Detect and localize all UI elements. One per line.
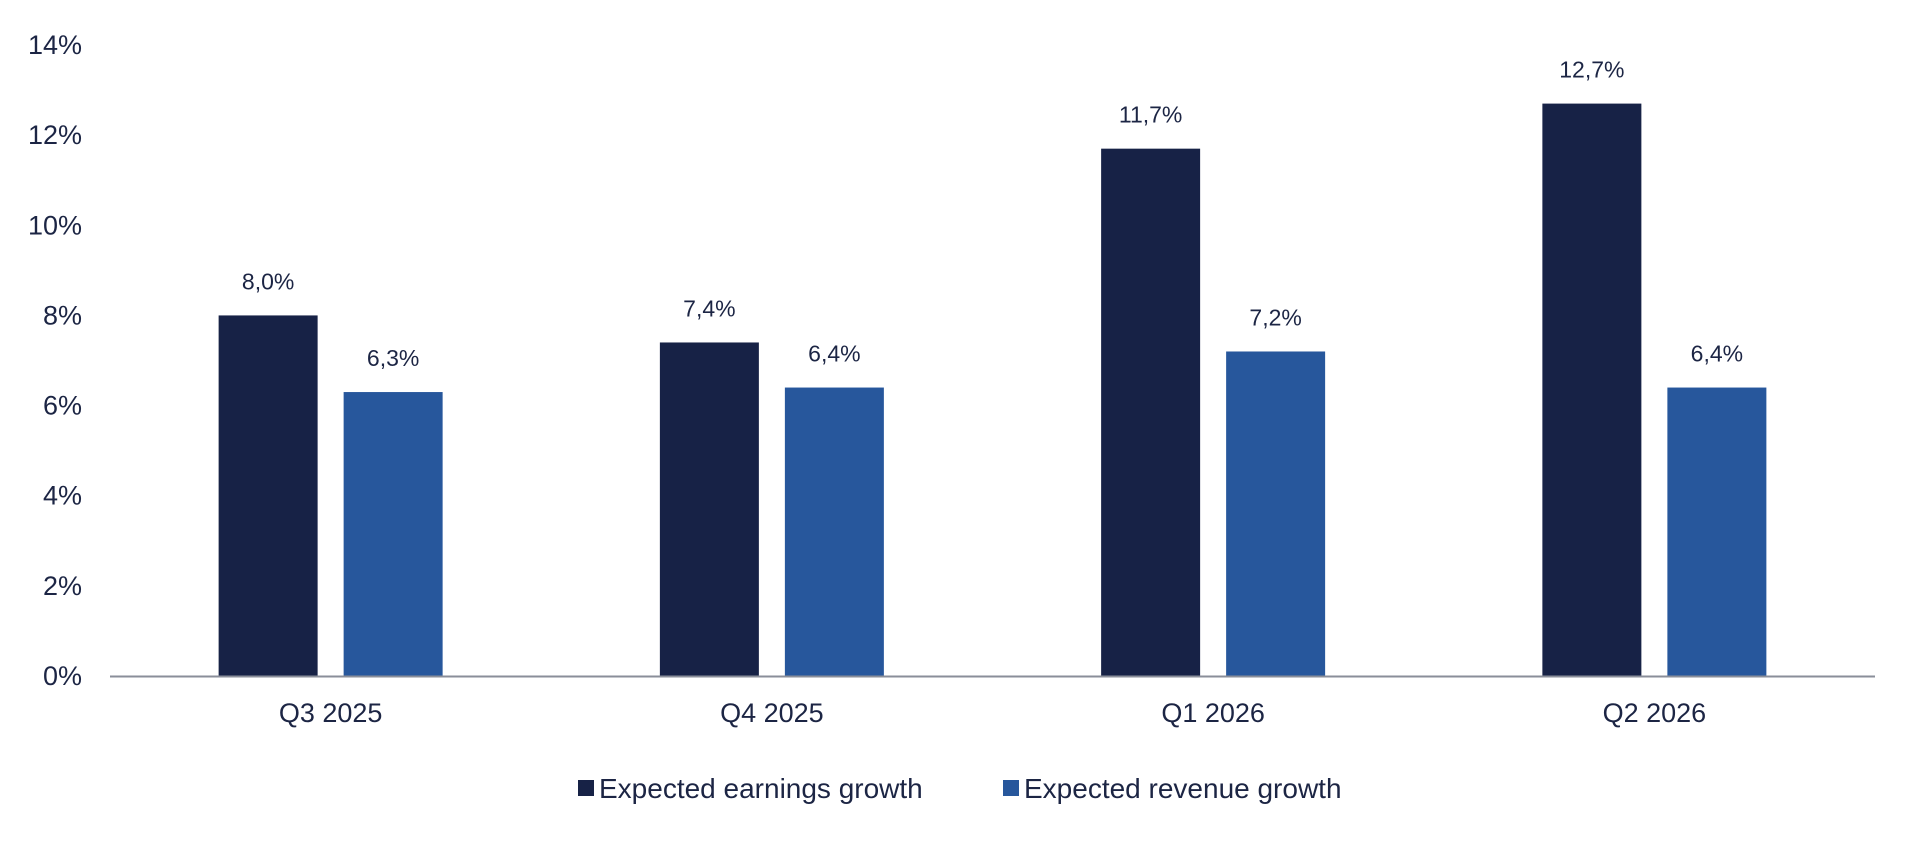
data-label: 8,0% — [242, 268, 294, 294]
y-tick-label: 2% — [43, 571, 82, 601]
y-tick-label: 8% — [43, 300, 82, 330]
y-tick-label: 12% — [28, 120, 82, 150]
x-tick-label: Q3 2025 — [279, 698, 383, 728]
legend-label: Expected earnings growth — [599, 773, 923, 804]
legend-swatch — [578, 780, 594, 796]
bar-earnings-q4-2025 — [659, 342, 759, 676]
bar-revenue-q1-2026 — [1226, 351, 1326, 676]
data-label: 12,7% — [1559, 57, 1624, 83]
bar-earnings-q3-2025 — [218, 315, 318, 676]
bar-revenue-q2-2026 — [1667, 387, 1767, 676]
legend-label: Expected revenue growth — [1024, 773, 1342, 804]
data-label: 6,4% — [808, 341, 860, 367]
y-tick-label: 4% — [43, 481, 82, 511]
y-axis: 0% 2% 4% 6% 8% 10% 12% 14% — [28, 30, 82, 691]
bar-earnings-q1-2026 — [1101, 148, 1201, 676]
bar-revenue-q3-2025 — [343, 392, 443, 676]
x-tick-label: Q1 2026 — [1161, 698, 1265, 728]
bars — [218, 103, 1767, 677]
data-label: 7,2% — [1249, 304, 1301, 330]
x-axis: Q3 2025 Q4 2025 Q1 2026 Q2 2026 — [110, 675, 1875, 728]
data-label: 6,4% — [1691, 341, 1743, 367]
legend: Expected earnings growth Expected revenue… — [578, 773, 1342, 804]
data-label: 7,4% — [683, 295, 735, 321]
data-label: 6,3% — [367, 345, 419, 371]
x-tick-label: Q2 2026 — [1603, 698, 1707, 728]
y-tick-label: 0% — [43, 661, 82, 691]
bar-earnings-q2-2026 — [1542, 103, 1642, 677]
data-label: 11,7% — [1119, 102, 1183, 128]
x-tick-label: Q4 2025 — [720, 698, 824, 728]
data-labels: 8,0% 6,3% 7,4% 6,4% 11,7% 7,2% 12,7% 6,4% — [242, 57, 1743, 371]
y-tick-label: 10% — [28, 210, 82, 240]
legend-swatch — [1003, 780, 1019, 796]
y-tick-label: 6% — [43, 391, 82, 421]
y-tick-label: 14% — [28, 30, 82, 60]
bar-revenue-q4-2025 — [784, 387, 884, 676]
